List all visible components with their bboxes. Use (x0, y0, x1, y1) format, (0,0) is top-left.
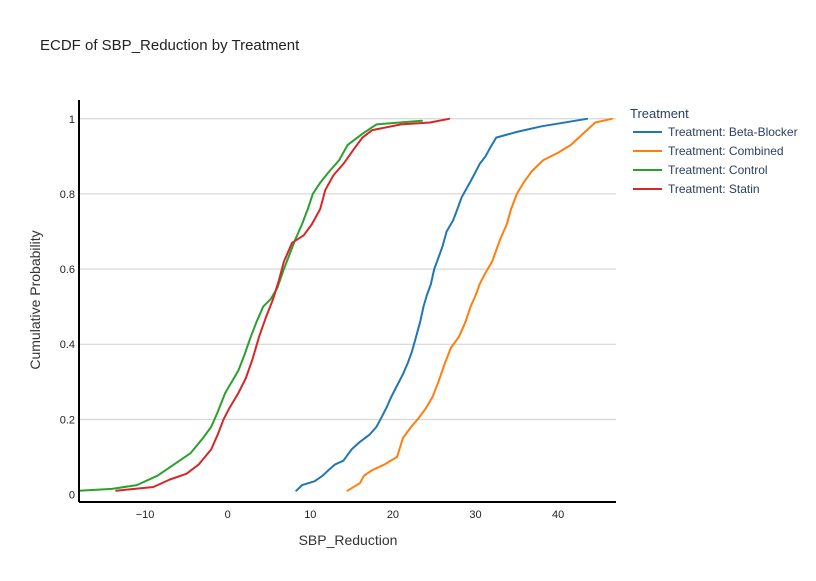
series-line-beta-blocker (295, 117, 589, 492)
y-tick-label: 0.2 (60, 414, 75, 426)
gridlines (79, 118, 616, 420)
legend-item[interactable]: Treatment: Statin (633, 182, 760, 196)
legend-item[interactable]: Treatment: Control (633, 163, 768, 177)
y-tick-label: 0.6 (60, 264, 75, 276)
x-tick-label: 40 (552, 509, 564, 521)
x-axis-title: SBP_Reduction (299, 532, 398, 548)
y-tick-label: 0.8 (60, 189, 75, 201)
y-tick-labels: 0 0.2 0.4 0.6 0.8 1 (60, 114, 75, 502)
y-tick-label: 1 (69, 114, 75, 126)
x-tick-label: 10 (304, 509, 316, 521)
legend-item[interactable]: Treatment: Beta-Blocker (633, 125, 798, 139)
x-tick-label: 0 (225, 509, 231, 521)
legend-label: Treatment: Control (668, 163, 768, 177)
legend-title: Treatment (630, 106, 689, 121)
y-tick-label: 0 (69, 489, 75, 501)
series-lines (78, 117, 613, 492)
legend: Treatment Treatment: Beta-Blocker Treatme… (630, 106, 798, 196)
x-tick-labels: −10 0 10 20 30 40 (136, 509, 565, 521)
series-line-control (78, 119, 423, 492)
chart-title: ECDF of SBP_Reduction by Treatment (40, 37, 300, 54)
legend-label: Treatment: Statin (668, 182, 760, 196)
x-tick-label: 30 (469, 509, 481, 521)
y-tick-label: 0.4 (60, 339, 75, 351)
x-tick-label: −10 (136, 509, 155, 521)
series-line-combined (346, 117, 613, 492)
series-line-statin (115, 117, 451, 492)
legend-label: Treatment: Beta-Blocker (668, 125, 798, 139)
y-axis-title: Cumulative Probability (27, 230, 43, 369)
legend-label: Treatment: Combined (668, 144, 784, 158)
legend-item[interactable]: Treatment: Combined (633, 144, 784, 158)
x-tick-label: 20 (387, 509, 399, 521)
